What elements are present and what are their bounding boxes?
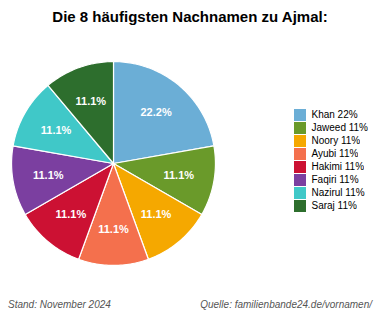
html-text:Noory 11%: Noory 11%: [311, 135, 361, 146]
html-text:Hakimi 11%: Hakimi 11%: [311, 161, 365, 172]
html-text:Ayubi 11%: Ayubi 11%: [311, 148, 359, 159]
svg-text:11.1%: 11.1%: [33, 169, 64, 181]
html-text:Khan 22%: Khan 22%: [311, 109, 358, 120]
svg-text:11.1%: 11.1%: [163, 169, 194, 181]
svg-text:11.1%: 11.1%: [141, 208, 172, 220]
svg-text:11.1%: 11.1%: [76, 95, 107, 107]
html-text:Die 8 häufigsten Nachnamen zu: Die 8 häufigsten Nachnamen zu Ajmal:: [52, 8, 328, 25]
svg-text:11.1%: 11.1%: [41, 124, 72, 136]
html-text:Quelle: familienbande24.de/vor: Quelle: familienbande24.de/vornamen/: [200, 299, 372, 310]
html-text:Saraj 11%: Saraj 11%: [311, 200, 357, 211]
html-text:Nazirul 11%: Nazirul 11%: [311, 187, 365, 198]
svg-text:22.2%: 22.2%: [140, 106, 171, 118]
svg-text:11.1%: 11.1%: [98, 223, 129, 235]
html-text:Faqiri 11%: Faqiri 11%: [311, 174, 359, 185]
html-text:Jaweed 11%: Jaweed 11%: [311, 122, 368, 133]
svg-text:11.1%: 11.1%: [56, 208, 87, 220]
html-text:Stand: November 2024: Stand: November 2024: [8, 299, 111, 310]
